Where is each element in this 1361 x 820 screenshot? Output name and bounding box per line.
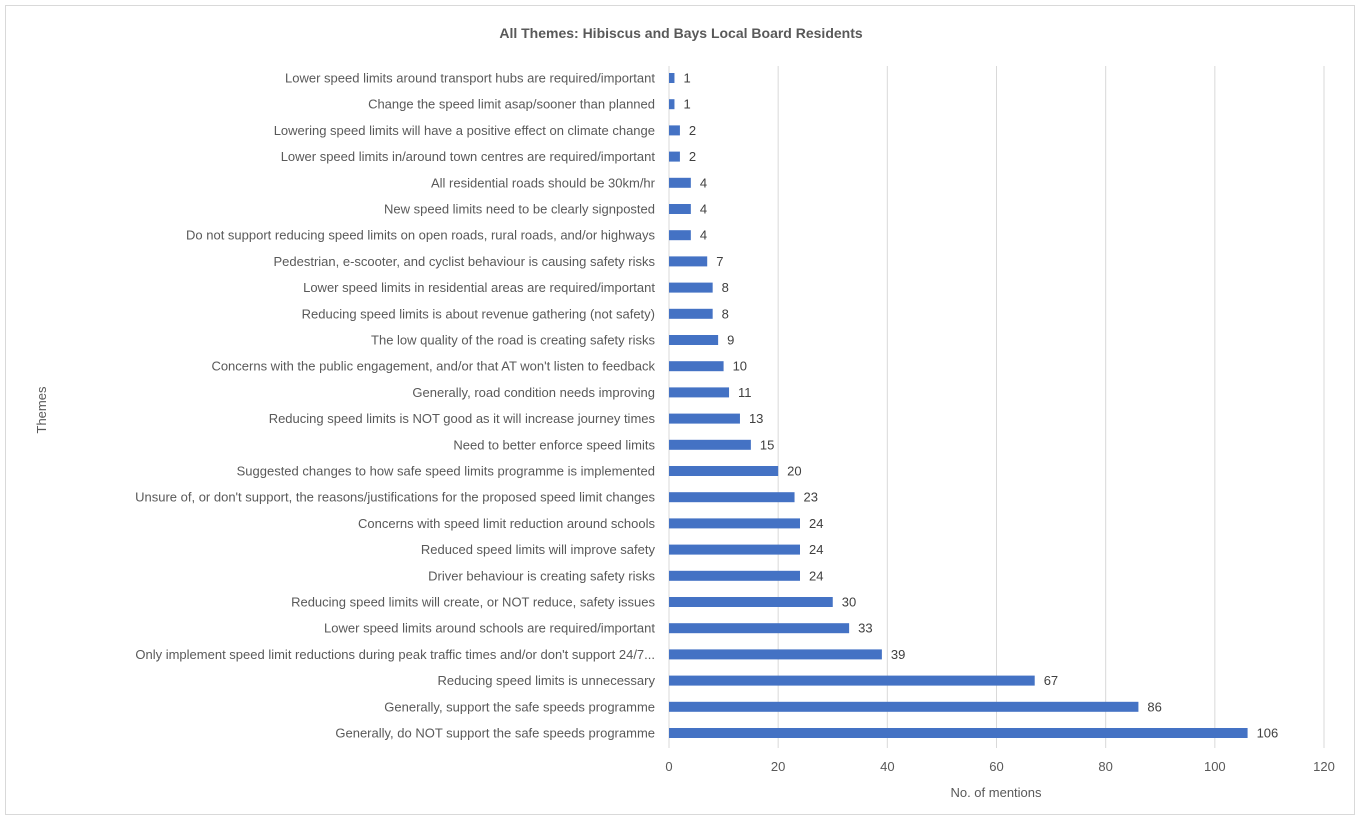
- x-axis-title: No. of mentions: [950, 785, 1042, 800]
- category-label: Generally, do NOT support the safe speed…: [335, 726, 655, 741]
- x-tick-label: 100: [1204, 759, 1226, 774]
- data-label: 11: [738, 385, 752, 400]
- bar: [669, 728, 1248, 738]
- data-label: 30: [842, 595, 856, 610]
- bar: [669, 466, 779, 476]
- bar: [669, 413, 740, 424]
- x-tick-label: 0: [665, 759, 672, 774]
- data-label: 7: [716, 254, 723, 269]
- bar: [669, 544, 800, 555]
- category-label: Change the speed limit asap/sooner than …: [368, 97, 655, 112]
- category-label: Lowering speed limits will have a positi…: [274, 123, 655, 138]
- bar: [669, 282, 713, 293]
- data-label: 10: [733, 359, 747, 374]
- data-label: 1: [683, 97, 690, 112]
- category-label: Unsure of, or don't support, the reasons…: [135, 490, 655, 505]
- data-labels: 1122444788910111315202324242430333967861…: [683, 71, 1278, 741]
- category-labels: Lower speed limits around transport hubs…: [135, 71, 656, 741]
- data-label: 33: [858, 621, 872, 636]
- data-label: 8: [722, 306, 729, 321]
- category-label: Do not support reducing speed limits on …: [186, 228, 655, 243]
- category-label: Driver behaviour is creating safety risk…: [428, 568, 655, 583]
- data-label: 4: [700, 202, 707, 217]
- category-label: Concerns with speed limit reduction arou…: [358, 516, 655, 531]
- data-label: 4: [700, 175, 707, 190]
- bar: [669, 230, 691, 241]
- category-label: Only implement speed limit reductions du…: [135, 647, 655, 662]
- bar: [669, 597, 833, 607]
- x-tick-label: 20: [771, 759, 785, 774]
- data-label: 15: [760, 437, 774, 452]
- category-label: Suggested changes to how safe speed limi…: [237, 464, 655, 479]
- bar: [669, 623, 850, 634]
- data-label: 20: [787, 464, 801, 479]
- bar: [669, 361, 724, 372]
- data-label: 13: [749, 411, 763, 426]
- bars: [669, 73, 1248, 738]
- data-label: 39: [891, 647, 905, 662]
- chart-frame: All Themes: Hibiscus and Bays Local Boar…: [5, 5, 1355, 815]
- category-label: Lower speed limits around schools are re…: [324, 621, 655, 636]
- category-label: Lower speed limits in/around town centre…: [281, 149, 656, 164]
- category-label: Reducing speed limits is NOT good as it …: [269, 411, 656, 426]
- bar: [669, 675, 1035, 686]
- bar: [669, 308, 713, 319]
- data-label: 23: [804, 490, 818, 505]
- category-label: Lower speed limits around transport hubs…: [285, 71, 655, 86]
- y-axis-title: Themes: [34, 386, 49, 433]
- category-label: New speed limits need to be clearly sign…: [384, 202, 655, 217]
- gridlines: [668, 66, 1325, 748]
- x-tick-labels: 0 20 40 60 80 100 120: [665, 759, 1334, 774]
- data-label: 67: [1044, 673, 1058, 688]
- category-label: Concerns with the public engagement, and…: [211, 359, 655, 374]
- category-label: Pedestrian, e-scooter, and cyclist behav…: [273, 254, 655, 269]
- bar: [669, 492, 795, 503]
- bar: [669, 99, 675, 110]
- data-label: 9: [727, 333, 734, 348]
- data-label: 24: [809, 542, 823, 557]
- data-label: 4: [700, 228, 707, 243]
- chart-title: All Themes: Hibiscus and Bays Local Boar…: [499, 25, 863, 41]
- category-label: All residential roads should be 30km/hr: [431, 175, 656, 190]
- category-label: Need to better enforce speed limits: [453, 437, 655, 452]
- bar: [669, 256, 708, 267]
- category-label: Reducing speed limits is about revenue g…: [302, 306, 655, 321]
- data-label: 24: [809, 516, 823, 531]
- category-label: The low quality of the road is creating …: [371, 333, 655, 348]
- category-label: Generally, support the safe speeds progr…: [384, 699, 655, 714]
- category-label: Reducing speed limits is unnecessary: [438, 673, 656, 688]
- data-label: 106: [1257, 726, 1279, 741]
- bar: [669, 387, 730, 398]
- data-label: 8: [722, 280, 729, 295]
- bar: [669, 125, 680, 136]
- bar: [669, 73, 675, 83]
- x-tick-label: 120: [1313, 759, 1335, 774]
- data-label: 24: [809, 568, 823, 583]
- data-label: 86: [1147, 699, 1161, 714]
- bar: [669, 518, 800, 529]
- category-label: Reduced speed limits will improve safety: [421, 542, 656, 557]
- x-tick-label: 40: [880, 759, 894, 774]
- bar: [669, 649, 882, 660]
- data-label: 2: [689, 149, 696, 164]
- category-label: Reducing speed limits will create, or NO…: [291, 595, 655, 610]
- data-label: 1: [683, 71, 690, 86]
- x-tick-label: 80: [1098, 759, 1112, 774]
- bar: [669, 204, 691, 214]
- bar: [669, 335, 719, 345]
- x-tick-label: 60: [989, 759, 1003, 774]
- bar-chart: All Themes: Hibiscus and Bays Local Boar…: [34, 25, 1335, 800]
- bar: [669, 177, 691, 188]
- bar: [669, 151, 680, 162]
- bar: [669, 439, 751, 450]
- category-label: Lower speed limits in residential areas …: [303, 280, 655, 295]
- bar: [669, 701, 1139, 712]
- bar: [669, 570, 800, 581]
- category-label: Generally, road condition needs improvin…: [412, 385, 655, 400]
- data-label: 2: [689, 123, 696, 138]
